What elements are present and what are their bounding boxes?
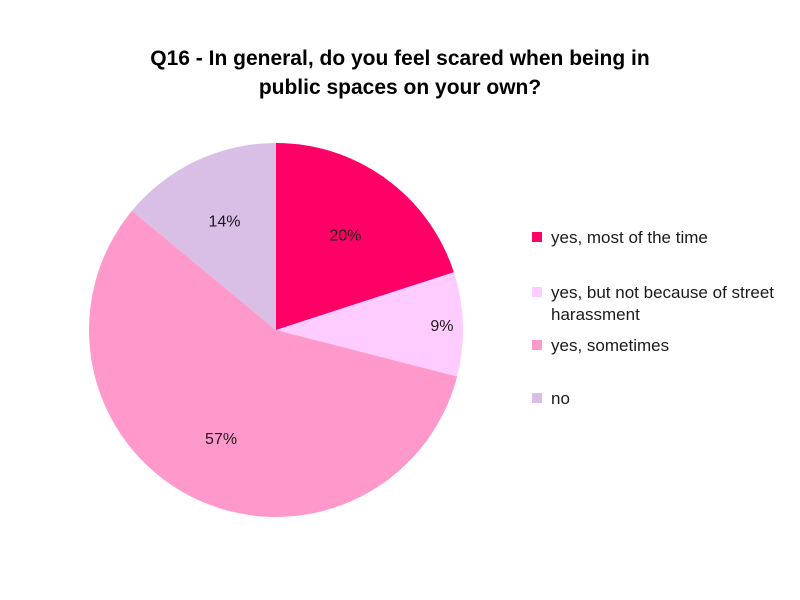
pie-slice-no bbox=[131, 143, 276, 330]
legend-label: yes, sometimes bbox=[551, 336, 670, 355]
chart-title-line-1: Q16 - In general, do you feel scared whe… bbox=[150, 47, 650, 70]
slice-label-yes-most: 20% bbox=[329, 228, 361, 245]
pie-slice-yes-sometimes bbox=[88, 210, 458, 518]
legend-item-yes-most: yes, most of the time bbox=[532, 227, 781, 249]
slice-label-yes-not-harassment: 9% bbox=[430, 318, 453, 335]
legend-item-yes-sometimes: yes, sometimes bbox=[532, 335, 781, 357]
legend-item-yes-not-harassment: yes, but not because of street harassmen… bbox=[532, 282, 781, 326]
legend-label: yes, but not because of street harassmen… bbox=[551, 283, 775, 324]
legend-swatch bbox=[532, 340, 542, 350]
chart-title-line-2: public spaces on your own? bbox=[258, 76, 542, 99]
pie-slice-yes-not-harassment bbox=[276, 272, 464, 377]
slice-label-yes-sometimes: 57% bbox=[205, 431, 237, 448]
pie-slice-yes-most bbox=[276, 143, 454, 330]
legend-swatch bbox=[532, 287, 542, 297]
legend-swatch bbox=[532, 393, 542, 403]
slice-label-no: 14% bbox=[208, 214, 240, 231]
legend-label: yes, most of the time bbox=[551, 228, 708, 247]
legend-swatch bbox=[532, 232, 542, 242]
legend-label: no bbox=[551, 389, 570, 408]
chart-title: Q16 - In general, do you feel scared whe… bbox=[60, 44, 740, 102]
legend-item-no: no bbox=[532, 388, 781, 410]
